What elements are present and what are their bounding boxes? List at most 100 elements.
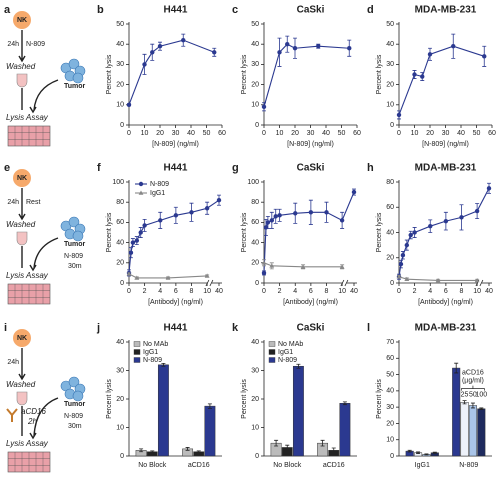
x-tick-label: 10: [411, 130, 419, 137]
panel-label: g: [232, 162, 239, 174]
series-line: [398, 45, 485, 116]
x-tick-label: 30: [442, 130, 450, 137]
point: [400, 253, 406, 258]
chart-title: CaSki: [297, 5, 325, 16]
point: [157, 44, 163, 49]
series-line: [263, 43, 350, 107]
x-tick-label: 20: [156, 130, 164, 137]
error-bar: [207, 403, 212, 409]
point: [189, 210, 194, 215]
error-bar: [185, 447, 190, 451]
point: [158, 218, 163, 223]
x-tick-label: 40: [457, 130, 465, 137]
x-axis-label: [N-809] (ng/ml): [287, 141, 334, 148]
x-tick-label: 10: [338, 288, 346, 295]
point: [316, 44, 321, 49]
legend-label: N-809: [143, 357, 162, 364]
legend-marker: [138, 181, 144, 187]
series-label: 50: [469, 391, 477, 398]
x-tick-label: 50: [338, 130, 346, 137]
point: [428, 223, 433, 229]
bar: [468, 405, 477, 457]
bracket: [461, 385, 485, 391]
error-bar: [424, 453, 429, 456]
error-bar: [331, 447, 336, 453]
y-tick-label: 40: [116, 239, 124, 246]
y-tick-label: 20: [251, 81, 259, 88]
y-axis-label: Percent lysis: [376, 54, 383, 94]
y-axis-label: Percent lysis: [241, 212, 248, 252]
point: [474, 208, 480, 214]
point: [216, 197, 222, 203]
annotation: aCD16: [462, 369, 484, 376]
y-tick-label: 20: [386, 255, 394, 262]
y-tick-label: 10: [386, 437, 394, 444]
x-tick-label: 10: [276, 130, 284, 137]
x-tick-label: 30: [307, 130, 315, 137]
x-tick-label: 10: [473, 288, 481, 295]
point: [130, 240, 136, 245]
nk-label: NK: [17, 17, 27, 24]
y-tick-label: 0: [390, 453, 394, 460]
y-tick-label: 40: [116, 41, 124, 48]
y-tick-label: 30: [116, 61, 124, 68]
point: [173, 213, 179, 218]
y-tick-label: 0: [120, 453, 124, 460]
x-axis-label: [N-809] (ng/ml): [422, 141, 469, 148]
y-tick-label: 40: [386, 388, 394, 395]
y-axis-label: Percent lysis: [106, 54, 113, 94]
x-tick-label: 50: [473, 130, 481, 137]
arrow: [18, 188, 26, 221]
arrow: [18, 30, 26, 63]
point: [482, 54, 487, 59]
x-tick-label: 0: [262, 130, 266, 137]
x-tick-label: 4: [158, 288, 162, 295]
nk-cell: [13, 11, 31, 29]
bar: [460, 402, 469, 457]
y-tick-label: 50: [386, 371, 394, 378]
point: [412, 72, 417, 77]
x-tick-label: 40: [322, 130, 330, 137]
arrows: [21, 79, 59, 114]
legend-swatch: [268, 357, 276, 363]
x-tick-label: 10: [141, 130, 149, 137]
point: [292, 46, 298, 51]
y-tick-label: 30: [116, 367, 124, 374]
y-axis-label: Percent lysis: [106, 379, 113, 419]
point: [269, 218, 275, 223]
chart-title: MDA-MB-231: [415, 323, 477, 334]
y-tick-label: 20: [116, 260, 124, 267]
y-tick-label: 60: [386, 355, 394, 362]
point: [474, 277, 480, 283]
y-tick-label: 20: [386, 420, 394, 427]
point: [204, 273, 210, 278]
x-tick-label: IgG1: [415, 462, 430, 469]
y-tick-label: 40: [251, 41, 259, 48]
x-axis-label: [Antibody] (ng/ml): [283, 299, 338, 306]
tumor-cell: [72, 390, 84, 402]
x-axis-label: [Antibody] (ng/ml): [148, 299, 203, 306]
chart-title: MDA-MB-231: [415, 5, 477, 16]
point: [265, 220, 271, 225]
panel-label: d: [367, 4, 374, 16]
point: [285, 42, 290, 47]
panel-label: h: [367, 162, 374, 174]
washed-label: Washed: [6, 220, 36, 229]
y-axis-label: Percent lysis: [376, 212, 383, 252]
panel-label: e: [4, 162, 10, 174]
tube: [16, 73, 28, 88]
x-tick-label: 40: [187, 130, 195, 137]
y-tick-label: 80: [116, 199, 124, 206]
tumor-cell: [72, 72, 84, 84]
series-label: 100: [475, 391, 487, 398]
assay-label: Lysis Assay: [6, 113, 49, 122]
y-tick-label: 0: [120, 122, 124, 129]
washed-label: Washed: [6, 380, 36, 389]
y-axis-label: Percent lysis: [241, 54, 248, 94]
x-tick-label: 20: [426, 130, 434, 137]
point: [277, 213, 282, 218]
y-tick-label: 50: [386, 21, 394, 28]
x-tick-label: 20: [291, 130, 299, 137]
tumor-cell: [72, 230, 84, 242]
tumor-label: Tumor: [64, 241, 86, 248]
